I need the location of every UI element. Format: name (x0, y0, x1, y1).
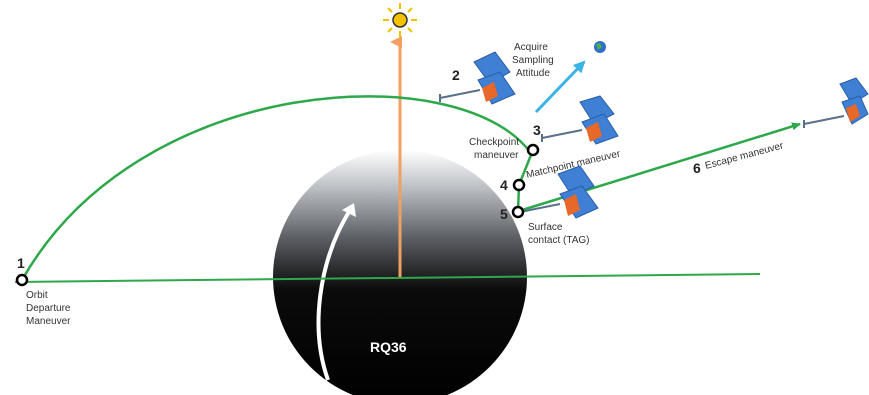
checkpoint-label-line2: maneuver (474, 150, 519, 161)
rotation-arrow-icon (316, 208, 352, 381)
spacecraft-icon (519, 165, 599, 219)
step-4-number: 4 (500, 177, 508, 193)
spacecraft-icon (541, 95, 619, 145)
asteroid-label: RQ36 (370, 339, 407, 355)
maneuver-marker-5 (511, 205, 525, 219)
baseline-line (14, 273, 761, 283)
maneuver-marker-1 (15, 273, 29, 287)
spacecraft-icon (803, 77, 869, 128)
spacecraft-icon (439, 51, 516, 105)
attitude-arrow (534, 60, 586, 114)
step-1-number: 1 (17, 255, 25, 271)
surface-contact-label-line1: Surface (528, 222, 563, 233)
orbit-departure-label-line1: Orbit (26, 290, 48, 301)
acquire-attitude-label-line1: Acquire (514, 42, 548, 53)
step-6-number: 6 (693, 160, 701, 176)
maneuver-marker-3 (526, 143, 540, 157)
acquire-attitude-label-line3: Attitude (516, 68, 550, 79)
sun-icon (383, 3, 417, 37)
step-2-number: 2 (452, 67, 460, 83)
rotation-arrowhead (342, 203, 356, 217)
orbit-departure-label-line3: Maneuver (26, 316, 71, 327)
earth-icon (594, 41, 606, 53)
maneuver-marker-4 (512, 178, 526, 192)
acquire-attitude-label-line2: Sampling (512, 55, 554, 66)
escape-maneuver-label: Escape maneuver (704, 140, 785, 172)
approach-trajectory (20, 95, 532, 281)
step-5-number: 5 (500, 206, 508, 222)
step-3-number: 3 (533, 122, 541, 138)
orbit-departure-label-line2: Departure (26, 303, 71, 314)
checkpoint-label-line1: Checkpoint (469, 137, 519, 148)
surface-contact-label-line2: contact (TAG) (528, 235, 590, 246)
